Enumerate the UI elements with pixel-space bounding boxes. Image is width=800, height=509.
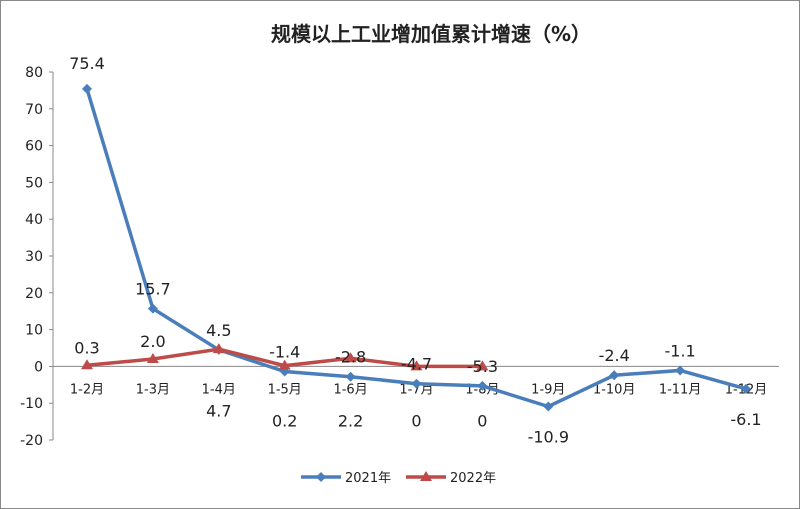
data-point	[81, 359, 93, 370]
y-tick-label: 60	[25, 139, 43, 155]
data-point	[675, 365, 686, 376]
data-label-2021: -2.4	[599, 346, 630, 365]
legend-label: 2022年	[450, 471, 496, 486]
data-label-2021: -2.8	[335, 348, 366, 367]
data-label-2022: 0.2	[272, 411, 297, 430]
y-tick-label: 10	[25, 323, 43, 339]
data-point	[410, 360, 423, 371]
data-label-2022: 2.2	[338, 411, 363, 430]
data-label-2021: 75.4	[69, 54, 105, 73]
data-point	[609, 370, 620, 381]
data-point	[146, 353, 159, 364]
x-tick-label: 1-3月	[136, 382, 170, 397]
data-point	[147, 303, 158, 314]
y-tick-label: 20	[25, 286, 43, 302]
x-tick-label: 1-10月	[593, 382, 636, 397]
data-point	[82, 83, 92, 94]
x-tick-label: 1-11月	[659, 382, 702, 397]
y-tick-label: 0	[34, 359, 43, 375]
legend-marker	[316, 472, 326, 482]
data-label-2021: -4.7	[401, 355, 432, 374]
y-tick-label: -10	[20, 396, 43, 412]
legend-label: 2021年	[345, 471, 391, 486]
y-tick-label: 80	[25, 65, 43, 81]
data-point	[344, 352, 357, 363]
data-point	[543, 401, 554, 412]
data-label-2021: -1.4	[269, 343, 300, 362]
data-point	[345, 371, 356, 382]
y-tick-label: 70	[25, 102, 43, 118]
x-tick-label: 1-4月	[202, 382, 236, 397]
data-point	[411, 378, 422, 389]
data-label-2021: -1.1	[664, 341, 695, 360]
legend-marker	[420, 471, 432, 481]
x-tick-label: 1-5月	[268, 382, 302, 397]
data-label-2021: -6.1	[730, 410, 761, 429]
x-tick-label: 1-2月	[70, 382, 104, 397]
data-label-2021: -5.3	[467, 357, 498, 376]
y-tick-label: 30	[25, 249, 43, 265]
data-label-2022: 0	[411, 411, 421, 430]
x-tick-label: 1-9月	[531, 382, 565, 397]
data-label-2022: 0.3	[74, 338, 99, 357]
chart-title: 规模以上工业增加值累计增速（%）	[271, 22, 591, 46]
y-tick-label: 40	[25, 212, 43, 228]
data-point	[477, 380, 488, 391]
data-point	[212, 343, 225, 354]
data-point	[278, 359, 291, 370]
data-label-2022: 0	[477, 411, 487, 430]
y-tick-label: -20	[20, 433, 43, 449]
x-tick-label: 1-7月	[399, 382, 433, 397]
y-tick-label: 50	[25, 175, 43, 191]
data-label-2022: 4.7	[206, 401, 231, 420]
data-label-2021: 15.7	[135, 280, 171, 299]
data-label-2021: 4.5	[206, 321, 231, 340]
data-label-2021: -10.9	[528, 428, 569, 447]
x-tick-label: 1-6月	[333, 382, 367, 397]
data-point	[741, 383, 751, 394]
data-point	[476, 360, 489, 371]
data-label-2022: 2.0	[140, 332, 165, 351]
